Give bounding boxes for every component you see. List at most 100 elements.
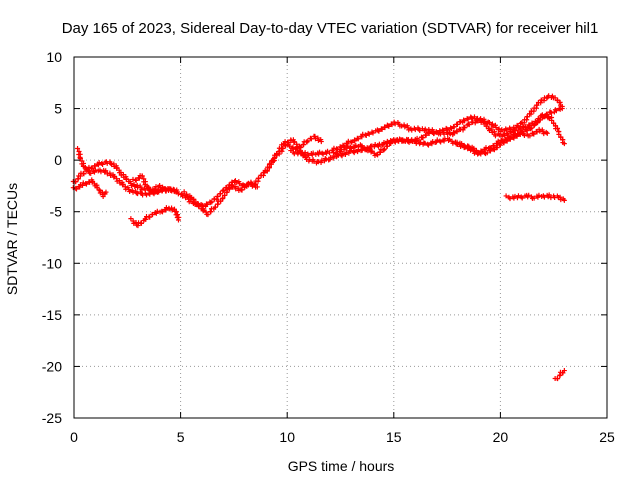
data-point <box>366 131 372 137</box>
data-point <box>77 184 83 190</box>
data-point <box>169 207 175 213</box>
x-axis-label: GPS time / hours <box>288 458 395 474</box>
data-point <box>317 149 323 155</box>
x-tick-label: 10 <box>279 429 295 445</box>
data-point <box>513 133 519 139</box>
data-point <box>425 142 431 148</box>
data-point <box>96 187 102 193</box>
data-point <box>552 107 558 113</box>
data-point <box>478 119 484 125</box>
data-point <box>475 118 481 124</box>
data-point <box>488 145 494 151</box>
data-point <box>80 182 86 188</box>
data-point <box>349 139 355 145</box>
data-point <box>73 186 79 192</box>
data-point <box>157 185 163 191</box>
data-point <box>448 125 454 131</box>
x-tick-label: 5 <box>177 429 185 445</box>
data-point <box>469 115 475 121</box>
data-point <box>423 132 429 138</box>
data-point <box>315 159 321 165</box>
data-point <box>518 194 524 200</box>
data-point <box>454 129 460 135</box>
data-point <box>386 123 392 129</box>
data-point <box>447 130 453 136</box>
data-point <box>375 128 381 134</box>
data-point <box>376 128 382 134</box>
data-point <box>328 154 334 160</box>
data-point <box>287 143 293 149</box>
data-point <box>163 207 169 213</box>
data-point <box>446 136 452 142</box>
data-point <box>107 170 113 176</box>
data-point <box>271 158 277 164</box>
data-point <box>378 126 384 132</box>
data-point <box>288 148 294 154</box>
data-point <box>166 206 172 212</box>
data-point <box>83 181 89 187</box>
data-point <box>288 137 294 143</box>
data-point <box>444 126 450 132</box>
data-point <box>345 143 351 149</box>
data-point <box>534 102 540 108</box>
data-point <box>94 184 100 190</box>
data-point <box>147 191 153 197</box>
data-point <box>322 155 328 161</box>
data-point <box>451 130 457 136</box>
data-point <box>508 129 514 135</box>
data-point <box>256 175 262 181</box>
data-point <box>465 116 471 122</box>
data-point <box>496 132 502 138</box>
data-point <box>484 150 490 156</box>
data-point <box>227 186 233 192</box>
data-point <box>471 114 477 120</box>
data-point <box>163 205 169 211</box>
x-tick-label: 20 <box>493 429 509 445</box>
data-point <box>553 108 559 114</box>
data-point <box>511 124 517 130</box>
data-point <box>420 135 426 141</box>
data-point <box>549 117 555 123</box>
data-point <box>235 185 241 191</box>
plot-frame <box>73 56 608 419</box>
data-point <box>504 138 510 144</box>
data-point <box>556 131 562 137</box>
data-point <box>527 133 533 139</box>
data-point <box>343 149 349 155</box>
data-point <box>529 120 535 126</box>
data-point <box>203 201 209 207</box>
data-point <box>80 180 86 186</box>
data-point <box>501 140 507 146</box>
plot-border <box>73 56 608 419</box>
data-point <box>526 192 532 198</box>
data-point <box>524 114 530 120</box>
data-point <box>379 126 385 132</box>
data-point <box>103 168 109 174</box>
data-point <box>229 182 235 188</box>
data-point <box>417 128 423 134</box>
data-point <box>108 172 114 178</box>
data-point <box>196 203 202 209</box>
x-tick-label: 15 <box>386 429 402 445</box>
data-point <box>159 208 165 214</box>
data-point <box>369 129 375 135</box>
axis-ticks: 0 5 10 15 20 25 -25 -20 -15 -10 -5 0 5 10 <box>42 49 615 445</box>
grid-lines <box>74 57 607 418</box>
y-tick-label: -25 <box>42 410 62 426</box>
data-point <box>496 126 502 132</box>
data-point <box>410 138 416 144</box>
data-point <box>531 131 537 137</box>
data-point <box>88 170 94 176</box>
data-point <box>474 115 480 121</box>
data-point <box>406 139 412 145</box>
data-point <box>175 217 181 223</box>
data-point <box>204 202 210 208</box>
data-point <box>242 184 248 190</box>
data-point <box>384 143 390 149</box>
data-point <box>359 134 365 140</box>
data-point <box>100 161 106 167</box>
data-point <box>103 189 109 195</box>
data-point <box>184 194 190 200</box>
data-point <box>458 144 464 150</box>
data-point <box>437 138 443 144</box>
